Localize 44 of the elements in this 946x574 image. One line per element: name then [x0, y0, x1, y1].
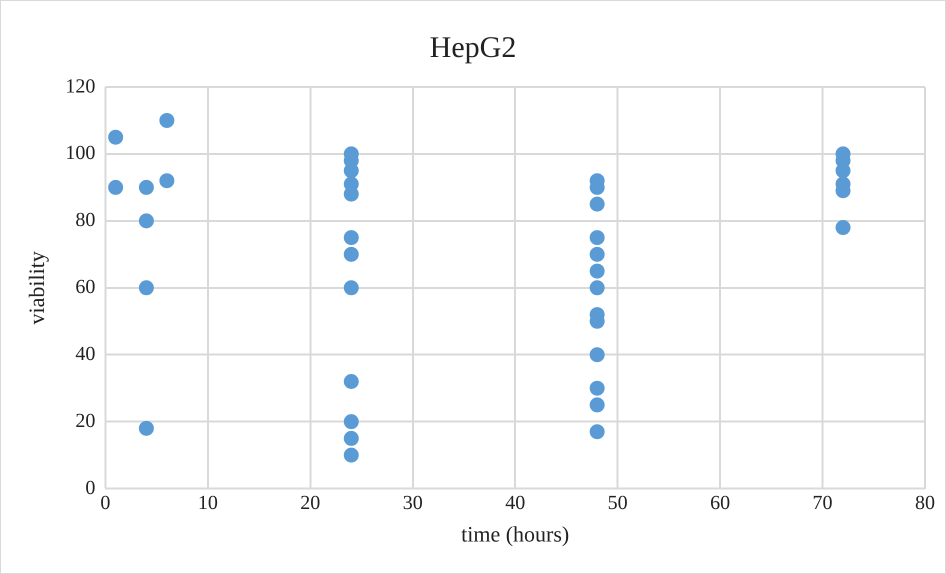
x-tick-label: 60 — [710, 492, 730, 514]
x-tick-label: 70 — [812, 492, 833, 514]
y-axis-title: viability — [24, 251, 49, 324]
point — [590, 230, 605, 246]
point — [344, 430, 359, 446]
y-tick-label: 0 — [85, 476, 96, 499]
point — [138, 420, 154, 436]
x-axis-title: time (hours) — [461, 522, 570, 547]
point — [138, 180, 154, 195]
y-tick-label: 120 — [65, 75, 96, 98]
point — [108, 130, 124, 145]
chart-title: HepG2 — [430, 30, 516, 64]
y-tick-label: 100 — [65, 142, 96, 164]
x-tick-label: 80 — [915, 492, 935, 514]
point — [836, 220, 851, 236]
point — [590, 246, 605, 262]
x-tick-label: 10 — [198, 492, 218, 514]
x-tick-label: 20 — [300, 492, 320, 514]
y-tick-label: 40 — [75, 342, 96, 365]
point — [159, 112, 174, 128]
point — [590, 347, 605, 362]
point — [344, 374, 359, 390]
point — [590, 280, 605, 296]
point — [344, 246, 359, 262]
x-tick-label: 40 — [505, 492, 526, 514]
x-tick-label: 0 — [100, 492, 110, 514]
point — [590, 397, 605, 412]
point — [590, 380, 605, 396]
point — [590, 196, 605, 212]
y-tick-label: 60 — [75, 276, 96, 298]
point — [159, 173, 174, 188]
x-tick-label: 30 — [402, 492, 423, 514]
x-tick-label: 50 — [608, 492, 628, 514]
point — [590, 424, 605, 440]
y-tick-label: 80 — [75, 209, 96, 232]
point — [590, 264, 605, 279]
point — [138, 213, 154, 228]
y-tick-label: 20 — [75, 410, 96, 432]
point — [344, 230, 359, 246]
point — [344, 448, 359, 463]
point — [138, 280, 154, 296]
point — [344, 280, 359, 296]
point — [108, 180, 124, 195]
point — [344, 414, 359, 430]
